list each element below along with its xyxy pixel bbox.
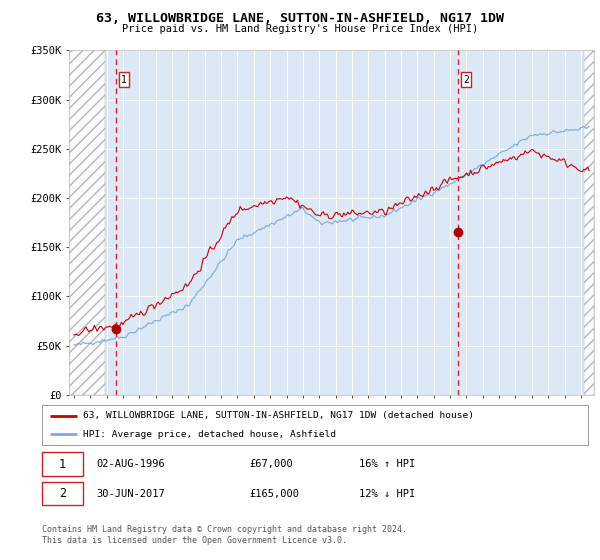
Text: 02-AUG-1996: 02-AUG-1996: [97, 459, 166, 469]
Text: £67,000: £67,000: [250, 459, 293, 469]
Text: 2: 2: [59, 487, 66, 500]
Text: £165,000: £165,000: [250, 488, 299, 498]
Text: 63, WILLOWBRIDGE LANE, SUTTON-IN-ASHFIELD, NG17 1DW: 63, WILLOWBRIDGE LANE, SUTTON-IN-ASHFIEL…: [96, 12, 504, 25]
Text: 1: 1: [59, 458, 66, 470]
Text: 30-JUN-2017: 30-JUN-2017: [97, 488, 166, 498]
Bar: [69, 50, 105, 395]
Text: Contains HM Land Registry data © Crown copyright and database right 2024.
This d: Contains HM Land Registry data © Crown c…: [42, 525, 407, 545]
Text: 2: 2: [463, 75, 469, 85]
Text: 16% ↑ HPI: 16% ↑ HPI: [359, 459, 415, 469]
Text: Price paid vs. HM Land Registry's House Price Index (HPI): Price paid vs. HM Land Registry's House …: [122, 24, 478, 34]
FancyBboxPatch shape: [42, 452, 83, 476]
Bar: [584, 50, 594, 395]
Text: 12% ↓ HPI: 12% ↓ HPI: [359, 488, 415, 498]
Text: 63, WILLOWBRIDGE LANE, SUTTON-IN-ASHFIELD, NG17 1DW (detached house): 63, WILLOWBRIDGE LANE, SUTTON-IN-ASHFIEL…: [83, 411, 474, 420]
FancyBboxPatch shape: [42, 482, 83, 505]
Text: 1: 1: [121, 75, 127, 85]
Text: HPI: Average price, detached house, Ashfield: HPI: Average price, detached house, Ashf…: [83, 430, 336, 439]
